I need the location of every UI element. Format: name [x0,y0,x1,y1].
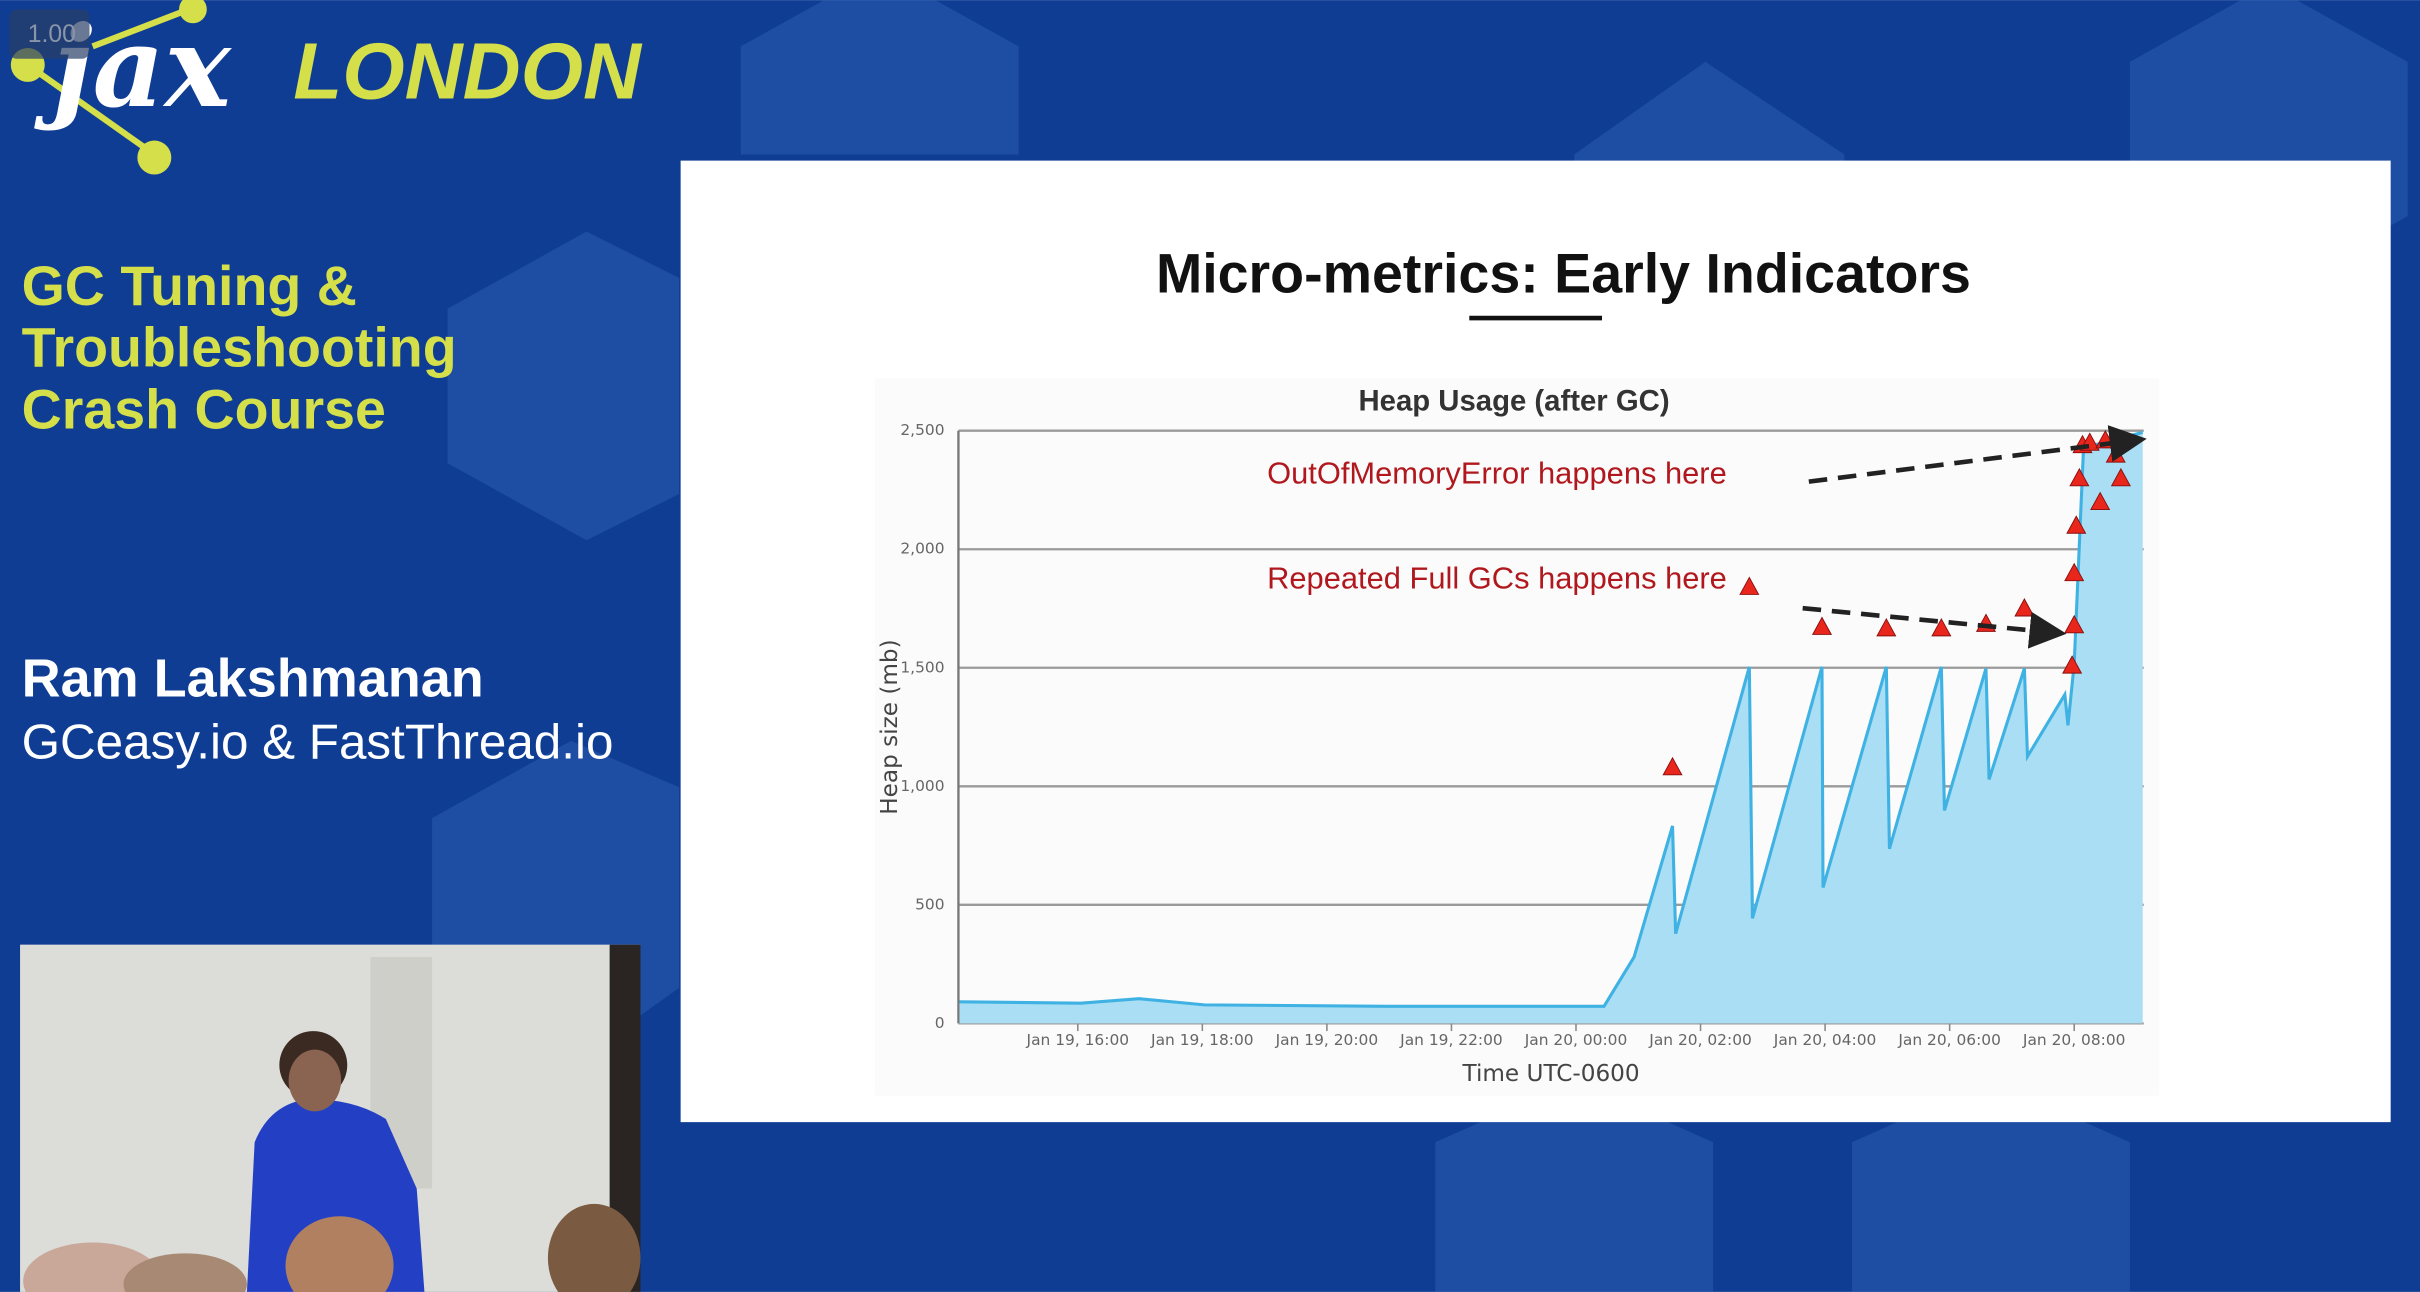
y-tick-label: 2,500 [900,421,944,439]
gc-marker [2014,598,2035,617]
gc-marker [2066,515,2087,534]
talk-title: Troubleshooting [22,317,457,379]
annotation: OutOfMemoryError happens here [1267,456,1727,491]
area [959,432,2143,1024]
annotation-arrow [1808,425,2147,484]
gc-marker [2110,467,2131,487]
y-tick-label: 2,000 [900,540,944,558]
talk-title: Crash Course [22,378,386,440]
gc-marker [2064,562,2085,582]
x-tick-label: Jan 19, 18:00 [1150,1031,1254,1049]
talk-title: GC Tuning & [22,255,357,317]
x-tick-label: Jan 20, 00:00 [1524,1031,1628,1049]
gc-marker [2069,467,2090,487]
speaker-name: Ram Lakshmanan [22,649,484,709]
gc-marker [1739,576,1760,595]
slide-title: Micro-metrics: Early Indicators [1156,243,1971,305]
line [959,430,2144,1008]
x-tick-label: Jan 20, 06:00 [1897,1031,2001,1049]
x-axis-label: Time UTC-0600 [1462,1061,1640,1087]
chart-title: Heap Usage (after GC) [1358,385,1669,418]
speed-label: 1.00 [28,21,76,48]
y-tick-label: 500 [915,895,944,913]
gc-marker [2064,614,2085,634]
speaker-video [20,944,641,1292]
y-tick-label: 0 [935,1014,945,1032]
gc-marker [1931,617,1952,637]
gc-marker [1811,616,1833,635]
gc-marker [1876,617,1897,637]
speaker-affiliation: GCeasy.io & FastThread.io [22,715,614,770]
annotation: Repeated Full GCs happens here [1267,561,1727,596]
x-tick-label: Jan 20, 04:00 [1773,1031,1877,1049]
annotation-arrow [1802,605,2067,649]
x-tick-label: Jan 19, 16:00 [1026,1031,1130,1049]
x-tick-label: Jan 19, 22:00 [1399,1031,1503,1049]
gc-marker [2062,655,2083,674]
speed-badge [9,9,90,59]
gc-marker [2090,491,2111,510]
gc-marker [1662,756,1683,776]
x-tick-label: Jan 19, 20:00 [1275,1031,1379,1049]
city-text: LONDON [293,26,643,116]
y-tick-label: 1,500 [900,658,944,676]
y-axis-label: Heap size (mb) [877,639,903,814]
y-tick-label: 1,000 [900,777,944,795]
x-tick-label: Jan 20, 02:00 [1648,1031,1752,1049]
x-tick-label: Jan 20, 08:00 [2022,1031,2126,1049]
